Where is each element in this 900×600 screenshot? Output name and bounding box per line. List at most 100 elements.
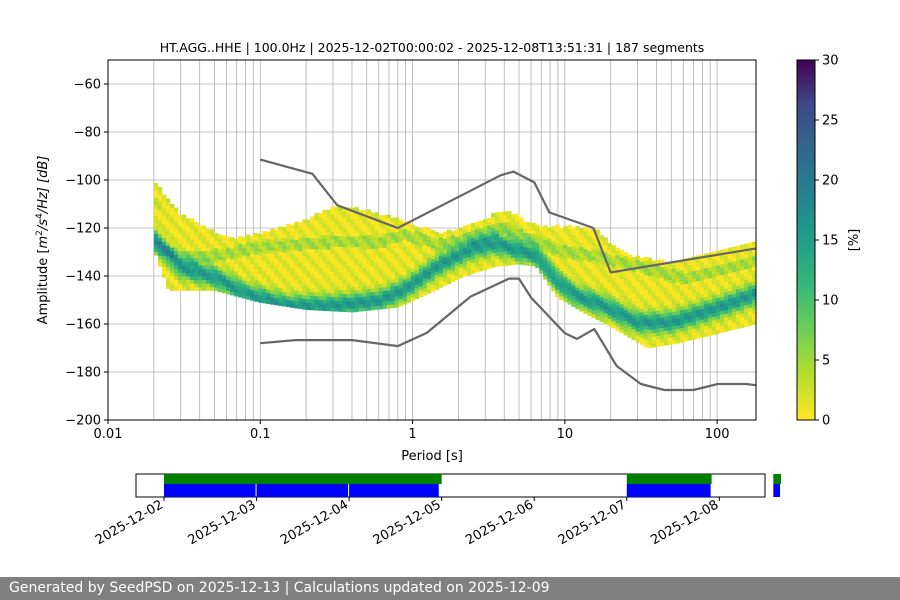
psd-cell bbox=[342, 286, 347, 291]
psd-cell bbox=[274, 229, 279, 234]
psd-cell bbox=[527, 258, 532, 263]
psd-cell bbox=[242, 251, 247, 256]
psd-cell bbox=[631, 278, 636, 283]
psd-cell bbox=[615, 287, 620, 292]
psd-cell bbox=[555, 282, 560, 287]
psd-cell bbox=[406, 241, 412, 246]
psd-cell bbox=[543, 257, 548, 262]
psd-cell bbox=[394, 256, 400, 261]
psd-cell bbox=[318, 256, 323, 261]
psd-cell bbox=[386, 239, 392, 244]
psd-cell bbox=[575, 229, 580, 234]
psd-cell bbox=[258, 244, 263, 249]
psd-cell bbox=[314, 266, 319, 271]
psd-cell bbox=[197, 268, 203, 273]
psd-cell bbox=[350, 286, 355, 291]
psd-cell bbox=[189, 254, 195, 259]
psd-cell bbox=[422, 284, 428, 289]
psd-cell bbox=[751, 295, 756, 300]
psd-cell bbox=[426, 249, 432, 254]
psd-cell bbox=[699, 258, 705, 263]
psd-cell bbox=[523, 250, 528, 255]
psd-cell bbox=[491, 213, 496, 218]
psd-cell bbox=[707, 277, 713, 282]
psd-cell bbox=[571, 266, 576, 271]
psd-cell bbox=[687, 275, 693, 280]
psd-cell bbox=[607, 257, 612, 262]
psd-cell bbox=[687, 286, 693, 291]
psd-cell bbox=[595, 240, 600, 245]
psd-cell bbox=[414, 237, 420, 242]
psd-cell bbox=[735, 252, 741, 257]
psd-cell bbox=[635, 295, 640, 300]
psd-cell bbox=[751, 313, 756, 318]
psd-cell bbox=[699, 290, 705, 295]
psd-cell bbox=[551, 287, 556, 292]
psd-cell bbox=[458, 274, 464, 279]
psd-cell bbox=[270, 239, 275, 244]
psd-cell bbox=[735, 296, 741, 301]
psd-cell bbox=[342, 254, 347, 259]
psd-cell bbox=[370, 255, 376, 260]
psd-cell bbox=[555, 239, 560, 244]
psd-cell bbox=[422, 273, 428, 278]
psd-cell bbox=[402, 242, 408, 247]
psd-cell bbox=[591, 231, 596, 236]
psd-cell bbox=[679, 284, 685, 289]
psd-cell bbox=[619, 253, 624, 258]
psd-cell bbox=[342, 239, 347, 244]
psd-cell bbox=[366, 252, 372, 257]
psd-cell bbox=[346, 247, 351, 252]
psd-cell bbox=[278, 262, 283, 267]
psd-cell bbox=[434, 264, 440, 269]
psd-cell bbox=[222, 274, 227, 279]
psd-cell bbox=[250, 264, 255, 269]
psd-cell bbox=[350, 211, 355, 216]
psd-cell bbox=[551, 236, 556, 241]
psd-cell bbox=[651, 267, 657, 272]
psd-cell bbox=[414, 233, 420, 238]
psd-cell bbox=[551, 280, 556, 285]
psd-cell bbox=[483, 248, 488, 253]
psd-cell bbox=[322, 299, 327, 304]
psd-cell bbox=[330, 224, 335, 229]
psd-cell bbox=[515, 220, 520, 225]
psd-cell bbox=[667, 322, 673, 327]
psd-cell bbox=[491, 234, 496, 239]
psd-cell bbox=[246, 245, 251, 250]
psd-cell bbox=[185, 243, 191, 248]
psd-cell bbox=[254, 258, 259, 263]
psd-cell bbox=[727, 287, 733, 292]
psd-cell bbox=[374, 255, 380, 260]
psd-cell bbox=[619, 314, 624, 319]
psd-cell bbox=[671, 340, 677, 345]
psd-cell bbox=[374, 305, 380, 310]
psd-cell bbox=[454, 258, 460, 263]
psd-cell bbox=[202, 247, 207, 252]
psd-cell bbox=[735, 260, 741, 265]
psd-cell bbox=[366, 249, 372, 254]
psd-cell bbox=[322, 270, 327, 275]
psd-cell bbox=[711, 255, 717, 260]
psd-cell bbox=[687, 282, 693, 287]
psd-cell bbox=[246, 284, 251, 289]
psd-cell bbox=[499, 240, 504, 245]
psd-cell bbox=[177, 286, 183, 291]
psd-cell bbox=[270, 286, 275, 291]
psd-cell bbox=[591, 299, 596, 304]
psd-cell bbox=[631, 328, 636, 333]
psd-cell bbox=[418, 253, 424, 258]
psd-cell bbox=[503, 240, 508, 245]
psd-cell bbox=[366, 241, 372, 246]
psd-cell bbox=[703, 325, 709, 330]
psd-cell bbox=[410, 232, 416, 237]
psd-cell bbox=[282, 252, 287, 257]
psd-cell bbox=[222, 285, 227, 290]
psd-cell bbox=[326, 224, 331, 229]
psd-cell bbox=[703, 267, 709, 272]
psd-cell bbox=[671, 286, 677, 291]
psd-cell bbox=[210, 247, 215, 252]
psd-cell bbox=[563, 255, 568, 260]
psd-cell bbox=[193, 254, 199, 259]
psd-cell bbox=[282, 259, 287, 264]
